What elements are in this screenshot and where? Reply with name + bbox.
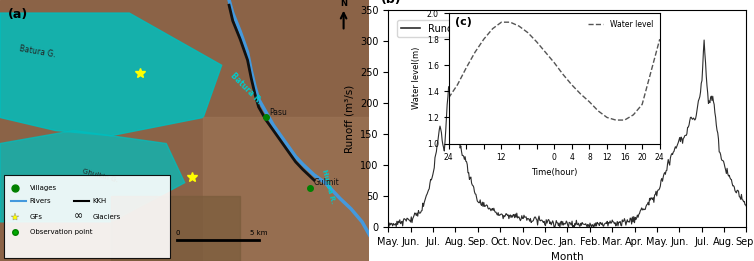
Text: (b): (b) [381, 0, 402, 6]
Text: Batura G.: Batura G. [18, 44, 56, 60]
Polygon shape [0, 130, 185, 222]
Text: Ghulkin G.: Ghulkin G. [81, 168, 118, 184]
Y-axis label: Water level(m): Water level(m) [412, 47, 421, 109]
Text: N: N [340, 0, 347, 8]
Text: Batura R.: Batura R. [229, 71, 264, 106]
Bar [111, 196, 240, 261]
Text: KKH: KKH [92, 198, 106, 204]
Y-axis label: Runoff (m³/s): Runoff (m³/s) [345, 85, 354, 153]
Polygon shape [0, 13, 222, 136]
Legend: Runoff: Runoff [397, 20, 464, 37]
Text: Rivers: Rivers [29, 198, 51, 204]
Text: Villages: Villages [29, 185, 57, 191]
Legend: Water level: Water level [585, 17, 656, 32]
Text: Observation point: Observation point [29, 229, 92, 235]
Text: Pasu: Pasu [270, 108, 287, 117]
Text: Hunza R.: Hunza R. [321, 169, 336, 205]
Text: 5 km: 5 km [250, 230, 268, 236]
Bar [4, 175, 170, 258]
X-axis label: Month: Month [551, 252, 584, 261]
X-axis label: Time(hour): Time(hour) [531, 168, 578, 177]
Text: ∞: ∞ [74, 212, 83, 222]
Text: Glaciers: Glaciers [92, 214, 121, 220]
Text: Gulmit: Gulmit [314, 178, 340, 187]
Bar [204, 117, 369, 261]
Text: (a): (a) [8, 8, 28, 21]
Text: GFs: GFs [29, 214, 42, 220]
Text: 0: 0 [175, 230, 179, 236]
Text: (c): (c) [455, 17, 472, 27]
